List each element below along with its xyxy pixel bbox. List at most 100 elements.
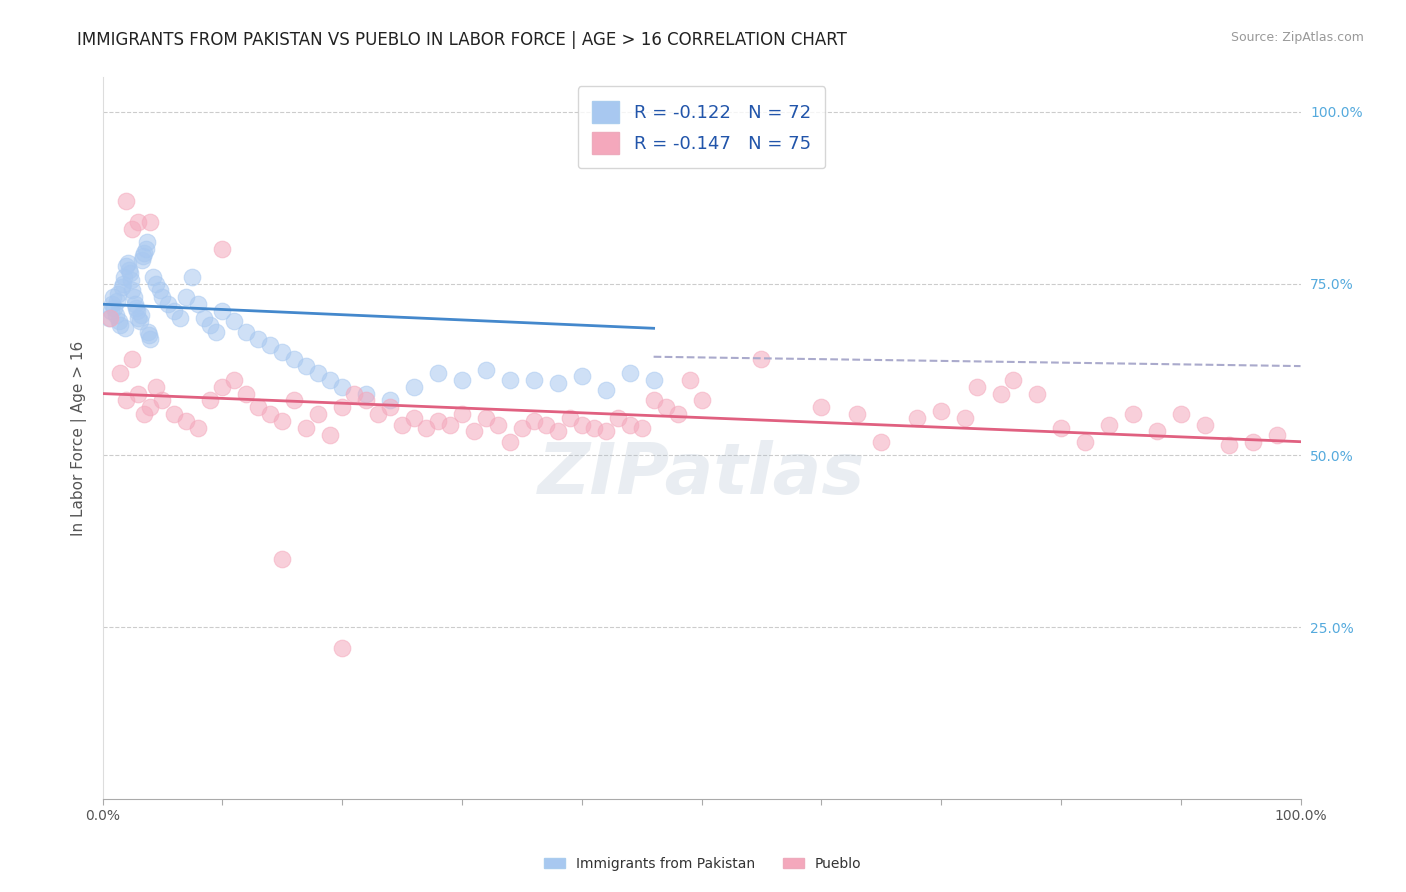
Point xyxy=(127,215,149,229)
Point xyxy=(1194,417,1216,432)
Text: Source: ZipAtlas.com: Source: ZipAtlas.com xyxy=(1230,31,1364,45)
Point xyxy=(127,386,149,401)
Point xyxy=(271,414,294,428)
Point xyxy=(193,310,215,325)
Point xyxy=(367,407,389,421)
Point xyxy=(138,328,160,343)
Point xyxy=(690,393,713,408)
Point xyxy=(124,297,146,311)
Point xyxy=(121,221,143,235)
Point xyxy=(152,393,174,408)
Point xyxy=(259,407,281,421)
Point xyxy=(463,425,485,439)
Point xyxy=(439,417,461,432)
Point xyxy=(176,290,198,304)
Point xyxy=(571,417,593,432)
Point xyxy=(117,256,139,270)
Point xyxy=(111,277,134,291)
Point xyxy=(751,352,773,367)
Point xyxy=(134,245,156,260)
Point xyxy=(606,410,628,425)
Point xyxy=(582,421,605,435)
Point xyxy=(136,325,159,339)
Point xyxy=(224,373,246,387)
Point xyxy=(810,401,832,415)
Point xyxy=(187,297,209,311)
Point xyxy=(235,386,257,401)
Point xyxy=(1146,425,1168,439)
Point xyxy=(98,310,121,325)
Point xyxy=(354,393,377,408)
Point xyxy=(131,252,153,267)
Point xyxy=(402,380,425,394)
Point xyxy=(142,269,165,284)
Point xyxy=(953,410,976,425)
Point xyxy=(905,410,928,425)
Point xyxy=(235,325,257,339)
Point xyxy=(200,393,222,408)
Point xyxy=(121,352,143,367)
Point xyxy=(378,401,401,415)
Point xyxy=(929,403,952,417)
Point xyxy=(149,284,172,298)
Point xyxy=(619,366,641,380)
Point xyxy=(319,427,342,442)
Point xyxy=(121,284,143,298)
Point xyxy=(654,401,676,415)
Point xyxy=(643,393,665,408)
Point xyxy=(112,269,135,284)
Point xyxy=(990,386,1012,401)
Point xyxy=(205,325,228,339)
Point xyxy=(139,332,162,346)
Point xyxy=(486,417,509,432)
Point xyxy=(595,383,617,397)
Point xyxy=(475,362,498,376)
Text: ZIPatlas: ZIPatlas xyxy=(538,440,865,508)
Point xyxy=(354,386,377,401)
Point xyxy=(547,425,569,439)
Point xyxy=(1241,434,1264,449)
Point xyxy=(145,277,167,291)
Point xyxy=(1074,434,1097,449)
Point xyxy=(1098,417,1121,432)
Point xyxy=(426,366,449,380)
Point xyxy=(966,380,988,394)
Point xyxy=(247,332,270,346)
Point xyxy=(115,393,138,408)
Point xyxy=(247,401,270,415)
Point xyxy=(1170,407,1192,421)
Text: IMMIGRANTS FROM PAKISTAN VS PUEBLO IN LABOR FORCE | AGE > 16 CORRELATION CHART: IMMIGRANTS FROM PAKISTAN VS PUEBLO IN LA… xyxy=(77,31,848,49)
Point xyxy=(402,410,425,425)
Point xyxy=(378,393,401,408)
Point xyxy=(1122,407,1144,421)
Point xyxy=(499,373,522,387)
Legend: R = -0.122   N = 72, R = -0.147   N = 75: R = -0.122 N = 72, R = -0.147 N = 75 xyxy=(578,87,825,169)
Point xyxy=(132,249,155,263)
Point xyxy=(211,304,233,318)
Point xyxy=(169,310,191,325)
Point xyxy=(100,304,122,318)
Point xyxy=(114,321,136,335)
Point xyxy=(870,434,893,449)
Point xyxy=(128,314,150,328)
Point xyxy=(135,242,157,256)
Point xyxy=(666,407,689,421)
Point xyxy=(122,290,145,304)
Point xyxy=(343,386,366,401)
Point xyxy=(139,215,162,229)
Point xyxy=(152,290,174,304)
Point xyxy=(330,640,353,655)
Point xyxy=(103,290,125,304)
Point xyxy=(283,393,305,408)
Point xyxy=(135,235,157,250)
Point xyxy=(107,287,129,301)
Point xyxy=(307,366,329,380)
Point xyxy=(259,338,281,352)
Point xyxy=(211,380,233,394)
Point xyxy=(115,194,138,209)
Point xyxy=(283,352,305,367)
Point xyxy=(103,301,125,315)
Point xyxy=(1218,438,1240,452)
Point xyxy=(295,359,318,373)
Point xyxy=(451,407,474,421)
